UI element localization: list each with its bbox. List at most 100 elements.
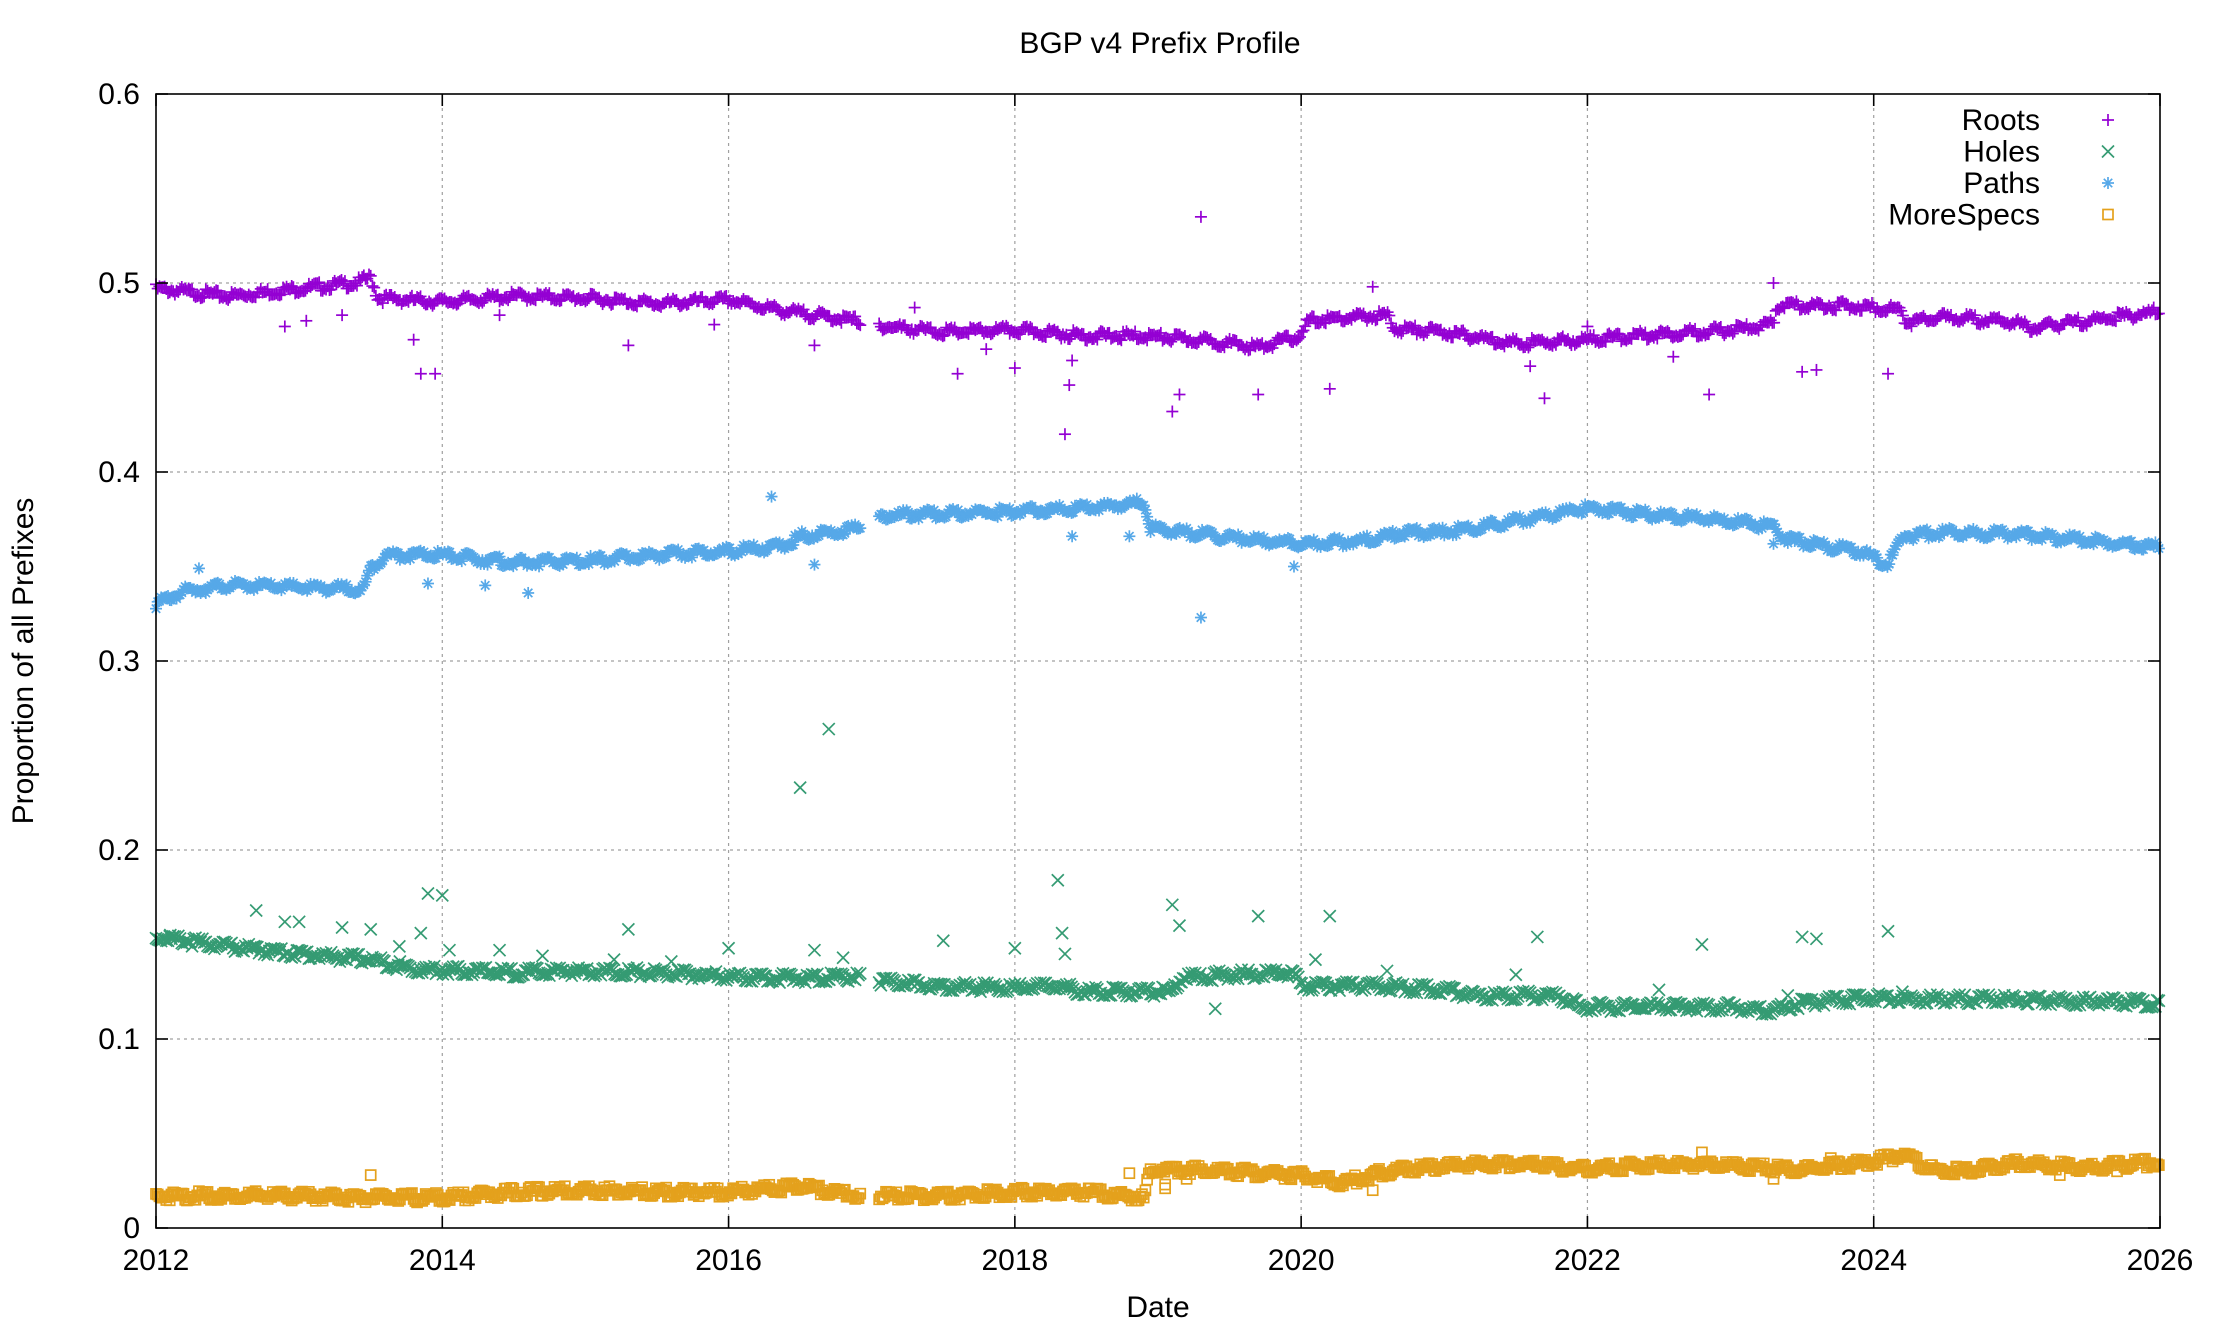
data-point-outlier xyxy=(392,939,406,953)
y-tick-label: 0 xyxy=(123,1212,140,1245)
data-point-outlier xyxy=(1008,362,1021,375)
data-point xyxy=(194,935,208,949)
data-point xyxy=(2072,311,2085,324)
data-point xyxy=(2147,301,2160,314)
data-point xyxy=(1486,330,1499,343)
x-tick-label: 2022 xyxy=(1554,1244,1621,1277)
x-tick-label: 2012 xyxy=(123,1244,190,1277)
data-point-outlier xyxy=(1538,392,1551,405)
data-point-outlier xyxy=(1194,210,1207,223)
data-point xyxy=(1024,321,1037,334)
data-point-outlier xyxy=(1652,983,1666,997)
data-point xyxy=(1165,335,1178,348)
data-point xyxy=(1039,331,1052,344)
data-point-outlier xyxy=(708,318,721,331)
data-point xyxy=(376,297,389,310)
data-point xyxy=(1369,314,1382,327)
data-point-outlier xyxy=(822,722,836,736)
data-point-outlier xyxy=(1524,360,1537,373)
data-point-outlier xyxy=(335,920,349,935)
data-point xyxy=(502,294,515,307)
data-point-outlier xyxy=(1058,428,1071,441)
data-point-outlier xyxy=(1667,350,1680,363)
data-point-outlier xyxy=(414,926,428,940)
data-point-outlier xyxy=(1881,924,1895,938)
data-point-outlier xyxy=(1366,1184,1379,1197)
legend-label: Holes xyxy=(1963,136,2040,169)
data-point xyxy=(1383,309,1396,322)
legend-marker xyxy=(2101,144,2115,159)
data-point xyxy=(606,297,619,310)
data-point-outlier xyxy=(1251,909,1265,923)
data-point-outlier xyxy=(765,490,778,503)
data-point-outlier xyxy=(278,320,291,333)
data-point-outlier xyxy=(407,333,420,346)
data-point-outlier xyxy=(492,943,507,957)
data-point-outlier xyxy=(1323,382,1336,395)
data-point xyxy=(1689,322,1702,335)
data-point-outlier xyxy=(336,309,349,322)
ticks: 2012 2014 2016 2018 2020 2022 2024 202600.10.20… xyxy=(98,78,2193,1277)
data-point xyxy=(1714,320,1727,333)
data-point-outlier xyxy=(621,922,635,936)
data-point-outlier xyxy=(1055,926,1069,940)
legend-marker xyxy=(2102,208,2114,221)
data-point-outlier xyxy=(421,886,435,901)
data-point-outlier xyxy=(1703,388,1716,401)
data-point-outlier xyxy=(1308,953,1323,967)
data-point xyxy=(446,960,460,974)
data-point xyxy=(1293,330,1306,343)
chart-title: BGP v4 Prefix Profile xyxy=(1019,27,1300,60)
data-point-outlier xyxy=(1767,277,1780,289)
data-point-outlier xyxy=(1194,611,1207,624)
data-point-outlier xyxy=(1066,530,1079,543)
data-point-outlier xyxy=(1008,941,1022,955)
legend-marker xyxy=(2102,114,2114,126)
data-point xyxy=(247,939,261,953)
x-tick-label: 2018 xyxy=(981,1244,1048,1277)
data-point-outlier xyxy=(421,577,434,590)
data-point-outlier xyxy=(364,922,378,936)
grid xyxy=(156,94,2160,1228)
data-point xyxy=(478,294,491,307)
data-point xyxy=(854,319,867,332)
data-point xyxy=(835,316,848,329)
data-point xyxy=(1893,301,1906,314)
data-point xyxy=(350,948,364,962)
x-tick-label: 2020 xyxy=(1268,1244,1335,1277)
data-point-outlier xyxy=(1323,909,1337,923)
data-point-outlier xyxy=(522,586,535,599)
y-tick-label: 0.2 xyxy=(98,834,140,867)
data-point-outlier xyxy=(721,941,736,955)
data-point xyxy=(605,298,618,311)
data-point xyxy=(1814,297,1827,310)
data-point-outlier xyxy=(808,558,821,571)
data-point xyxy=(1969,309,1982,322)
y-tick-label: 0.5 xyxy=(98,267,140,300)
data-point-outlier xyxy=(1123,530,1136,543)
data-point xyxy=(366,280,379,293)
data-point-outlier xyxy=(1051,873,1065,887)
data-point xyxy=(1829,304,1842,317)
data-point-outlier xyxy=(1252,388,1265,401)
legend-marker xyxy=(2102,177,2114,189)
data-point-outlier xyxy=(292,915,306,929)
data-point xyxy=(849,310,862,323)
series-holes xyxy=(149,722,2166,1021)
data-point-outlier xyxy=(493,309,506,322)
legend-label: Paths xyxy=(1963,167,2040,200)
data-point xyxy=(1726,327,1739,340)
data-point-outlier xyxy=(1767,537,1780,550)
data-point-outlier xyxy=(1172,918,1187,933)
data-point xyxy=(1292,332,1305,345)
data-point xyxy=(222,293,235,306)
data-point-outlier xyxy=(535,949,550,963)
data-point xyxy=(1395,327,1408,340)
data-point xyxy=(1063,333,1076,346)
data-point-outlier xyxy=(1166,405,1179,418)
data-point-outlier xyxy=(808,339,821,352)
data-point-outlier xyxy=(192,562,205,575)
data-point-outlier xyxy=(1530,930,1544,944)
